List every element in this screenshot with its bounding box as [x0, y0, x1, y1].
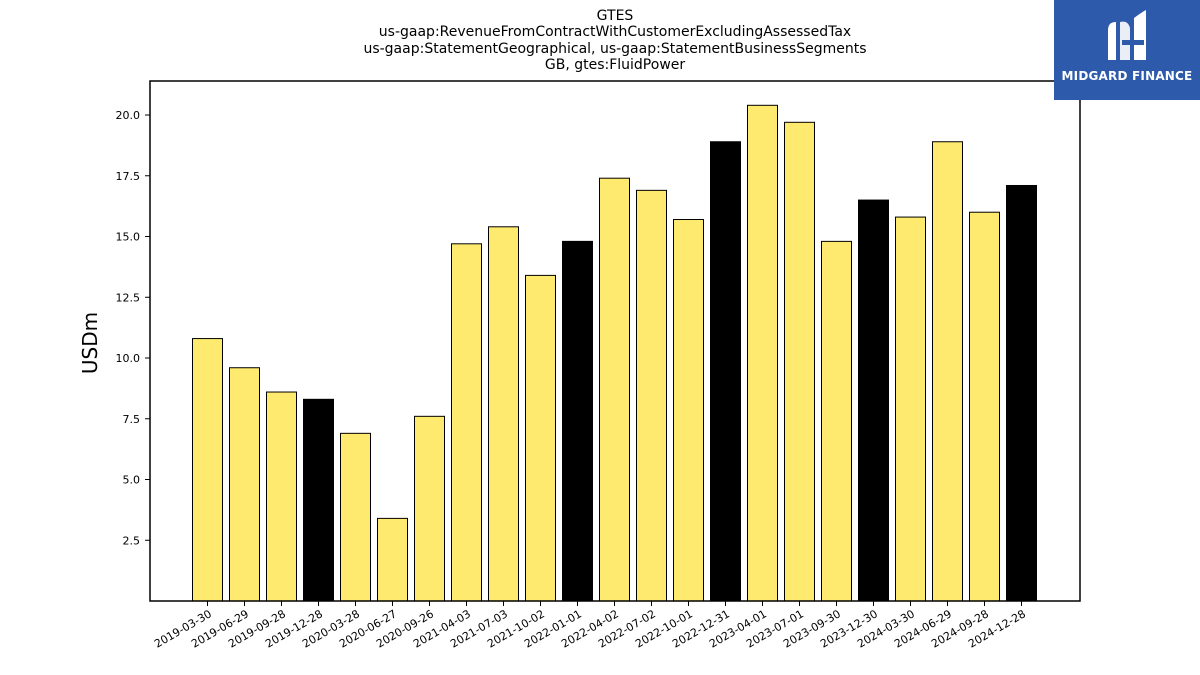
y-tick-label: 10.0	[116, 352, 141, 365]
chart-title-line-4: GB, gtes:FluidPower	[545, 57, 686, 73]
bar-2024-03-30	[895, 216, 926, 602]
chart-title-line-2: us-gaap:RevenueFromContractWithCustomerE…	[379, 24, 851, 40]
bar-2024-09-28	[969, 211, 1000, 602]
y-tick-label: 7.5	[123, 413, 141, 426]
bar-2024-06-29	[932, 141, 963, 602]
brand-logo: MIDGARD FINANCE	[1054, 0, 1200, 100]
chart-title-line-1: GTES	[597, 8, 634, 24]
y-tick-label: 15.0	[116, 231, 141, 244]
midgard-mark-icon	[1108, 10, 1146, 61]
bar-2019-09-28	[266, 391, 297, 602]
chart-title: GTES us-gaap:RevenueFromContractWithCust…	[363, 8, 866, 73]
bar-2023-09-30	[821, 240, 852, 602]
bar-2020-06-27	[377, 517, 408, 602]
bar-2023-07-01	[784, 121, 815, 602]
bar-2021-07-03	[488, 226, 519, 602]
bar-2022-04-02	[599, 177, 630, 602]
bar-2022-01-01	[562, 240, 593, 602]
bars-group	[192, 104, 1037, 602]
y-tick-label: 20.0	[116, 109, 141, 122]
chart-title-line-3: us-gaap:StatementGeographical, us-gaap:S…	[363, 41, 866, 57]
x-axis: 2019-03-302019-06-292019-09-282019-12-28…	[152, 601, 1028, 651]
brand-name: MIDGARD FINANCE	[1061, 69, 1193, 83]
bar-2020-03-28	[340, 432, 371, 602]
bar-2020-09-26	[414, 415, 445, 602]
y-tick-label: 17.5	[116, 170, 141, 183]
bar-2023-12-30	[858, 199, 889, 602]
bar-2019-06-29	[229, 367, 260, 602]
bar-2022-12-31	[710, 141, 741, 602]
y-tick-label: 5.0	[123, 474, 141, 487]
bar-2022-10-01	[673, 219, 704, 602]
bar-2024-12-28	[1006, 184, 1037, 602]
bar-2019-03-30	[192, 338, 223, 602]
bar-2021-04-03	[451, 243, 482, 602]
plot-frame	[149, 80, 1081, 602]
bar-2023-04-01	[747, 104, 778, 602]
bar-2021-10-02	[525, 274, 556, 602]
y-axis-label: USDm	[78, 312, 102, 374]
y-tick-label: 2.5	[123, 534, 141, 547]
y-axis: 2.5 5.0 7.5 10.0 12.5 15.0 17.5 20.0	[116, 109, 150, 547]
bar-2019-12-28	[303, 398, 334, 602]
y-tick-label: 12.5	[116, 291, 141, 304]
bar-2022-07-02	[636, 189, 667, 602]
